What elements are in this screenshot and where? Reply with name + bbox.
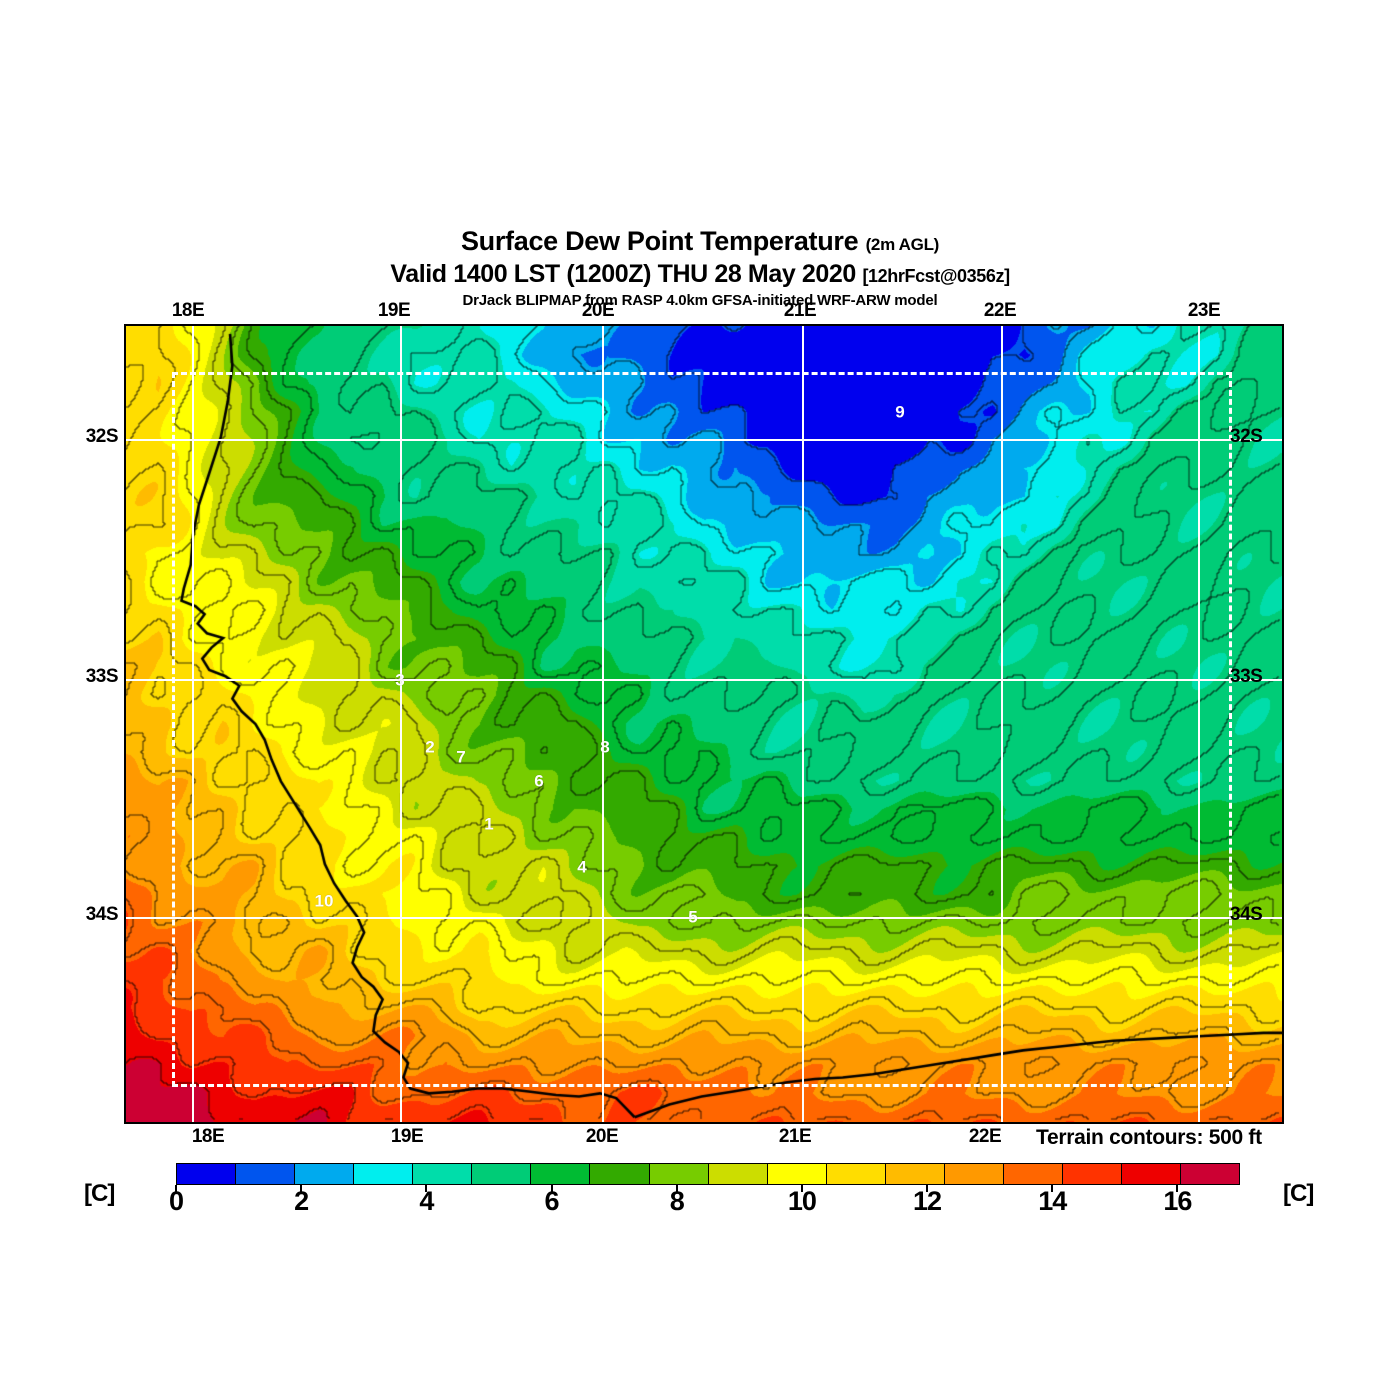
colorbar-tick: [926, 1185, 929, 1192]
page-title: Surface Dew Point Temperature (2m AGL): [0, 226, 1400, 260]
colorbar-tick-label: 10: [787, 1186, 817, 1216]
colorbar-swatch-12: [885, 1164, 945, 1184]
map-plot-area[interactable]: 9 3 2 8 7 6 1 4 10 5: [124, 324, 1284, 1124]
colorbar-tick: [175, 1185, 177, 1192]
axis-label-lon-bottom: 22E: [968, 1126, 1002, 1147]
colorbar-swatch-17: [1181, 1164, 1240, 1184]
axis-label-lon-bottom: 20E: [585, 1126, 619, 1147]
terrain-contour-note: Terrain contours: 500 ft: [1036, 1126, 1262, 1149]
colorbar-swatch-3: [354, 1164, 414, 1184]
colorbar-tick-label: 8: [669, 1186, 685, 1216]
forecast-hour-text: [12hrFcst@0356z]: [862, 266, 1010, 286]
axis-label-lon-top: 18E: [171, 300, 205, 321]
title-valid-time: Valid 1400 LST (1200Z) THU 28 May 2020 […: [0, 260, 1400, 291]
colorbar-swatch-7: [590, 1164, 650, 1184]
colorbar-tick-label: 2: [294, 1186, 309, 1216]
colorbar-swatch-11: [826, 1164, 886, 1184]
colorbar-tick-label: 4: [419, 1186, 434, 1216]
colorbar-tick-label: 0: [168, 1186, 184, 1216]
colorbar-swatch-2: [295, 1164, 355, 1184]
axis-label-lon-top: 23E: [1187, 300, 1221, 321]
axis-label-lat-left: 32S: [85, 426, 119, 447]
colorbar-swatch-14: [1003, 1164, 1063, 1184]
axis-label-lon-top: 20E: [581, 300, 615, 321]
axis-label-lon-top: 22E: [983, 300, 1017, 321]
colorbar-swatch-8: [649, 1164, 709, 1184]
colorbar-tick-label: 6: [544, 1186, 560, 1216]
colorbar-swatch-5: [472, 1164, 532, 1184]
colorbar-tick-label: 16: [1163, 1186, 1192, 1216]
colorbar-swatch-6: [531, 1164, 591, 1184]
colorbar-swatch-0: [177, 1164, 237, 1184]
colorbar-swatch-13: [944, 1164, 1004, 1184]
valid-time-text: Valid 1400 LST (1200Z) THU 28 May 2020: [390, 260, 856, 288]
colorbar[interactable]: [176, 1163, 1240, 1185]
colorbar-swatch-10: [767, 1164, 827, 1184]
colorbar-tick: [1051, 1185, 1054, 1192]
colorbar-tick: [800, 1185, 803, 1192]
axis-label-lat-left: 34S: [85, 904, 119, 925]
colorbar-unit-right: [C]: [1283, 1180, 1314, 1207]
title-block: Surface Dew Point Temperature (2m AGL) V…: [0, 226, 1400, 311]
colorbar-swatch-1: [236, 1164, 296, 1184]
colorbar-swatch-4: [413, 1164, 473, 1184]
colorbar-tick: [425, 1185, 428, 1192]
colorbar-unit-left: [C]: [84, 1180, 115, 1207]
colorbar-swatch-15: [1062, 1164, 1122, 1184]
colorbar-tick: [550, 1185, 553, 1192]
title-level: (2m AGL): [865, 235, 940, 254]
axis-label-lon-bottom: 18E: [191, 1126, 225, 1147]
axis-label-lon-bottom: 21E: [778, 1126, 812, 1147]
colorbar-tick: [1176, 1185, 1179, 1192]
axis-label-lon-top: 19E: [377, 300, 411, 321]
colorbar-tick: [300, 1185, 303, 1192]
dewpoint-heatmap-canvas: [126, 326, 1282, 1122]
axis-label-lat-right: 34S: [1230, 904, 1263, 925]
title-model-text: DrJack BLIPMAP from RASP 4.0km GFSA-init…: [462, 292, 938, 309]
colorbar-tick: [675, 1185, 678, 1192]
axis-label-lat-right: 32S: [1230, 426, 1263, 447]
colorbar-tick-label: 12: [913, 1186, 942, 1216]
axis-label-lon-bottom: 19E: [390, 1126, 424, 1147]
title-main-text: Surface Dew Point Temperature: [460, 226, 859, 256]
colorbar-swatches: [176, 1163, 1240, 1185]
axis-label-lon-top: 21E: [783, 300, 817, 321]
colorbar-tick-label: 14: [1038, 1186, 1067, 1216]
axis-label-lat-left: 33S: [85, 666, 119, 687]
axis-label-lat-right: 33S: [1230, 666, 1263, 687]
colorbar-swatch-9: [708, 1164, 768, 1184]
colorbar-swatch-16: [1122, 1164, 1182, 1184]
